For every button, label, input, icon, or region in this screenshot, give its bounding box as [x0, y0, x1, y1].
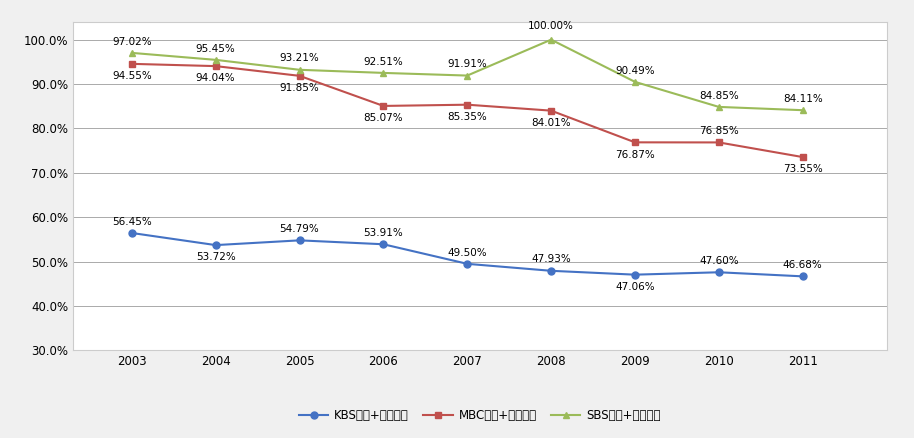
KBS광고+협찬수익	[294, 238, 305, 243]
SBS광고+협찬수익	[294, 67, 305, 72]
Text: 84.85%: 84.85%	[699, 91, 739, 101]
Text: 54.79%: 54.79%	[280, 224, 319, 234]
MBC광고+협찬수익	[630, 140, 641, 145]
Text: 100.00%: 100.00%	[528, 21, 574, 31]
SBS광고+협찬수익	[797, 108, 808, 113]
SBS광고+협찬수익	[126, 50, 137, 56]
Text: 92.51%: 92.51%	[364, 57, 403, 67]
MBC광고+협찬수익	[377, 103, 388, 109]
SBS광고+협찬수익	[210, 57, 221, 63]
Text: 47.06%: 47.06%	[615, 282, 654, 292]
KBS광고+협찬수익	[210, 243, 221, 248]
MBC광고+협찬수익	[713, 140, 724, 145]
Legend: KBS광고+협찬수익, MBC광고+협찬수익, SBS광고+협찬수익: KBS광고+협찬수익, MBC광고+협찬수익, SBS광고+협찬수익	[294, 404, 665, 427]
SBS광고+협찬수익	[377, 70, 388, 75]
Text: 85.35%: 85.35%	[447, 112, 487, 122]
Text: 47.93%: 47.93%	[531, 254, 571, 265]
Text: 46.68%: 46.68%	[783, 260, 823, 270]
KBS광고+협찬수익	[713, 270, 724, 275]
Text: 90.49%: 90.49%	[615, 66, 654, 75]
Text: 73.55%: 73.55%	[783, 164, 823, 174]
Text: 53.72%: 53.72%	[196, 252, 236, 262]
Line: MBC광고+협찬수익: MBC광고+협찬수익	[128, 60, 806, 161]
MBC광고+협찬수익	[210, 64, 221, 69]
KBS광고+협찬수익	[462, 261, 473, 266]
Text: 84.01%: 84.01%	[531, 118, 571, 128]
SBS광고+협찬수익	[630, 79, 641, 85]
Text: 95.45%: 95.45%	[196, 43, 236, 53]
Text: 94.04%: 94.04%	[196, 74, 236, 83]
KBS광고+협찬수익	[546, 268, 557, 273]
Text: 76.85%: 76.85%	[699, 126, 739, 136]
Text: 84.11%: 84.11%	[783, 94, 823, 104]
Text: 94.55%: 94.55%	[112, 71, 152, 81]
Text: 76.87%: 76.87%	[615, 150, 654, 159]
SBS광고+협찬수익	[462, 73, 473, 78]
KBS광고+협찬수익	[377, 242, 388, 247]
MBC광고+협찬수익	[797, 155, 808, 160]
KBS광고+협찬수익	[797, 274, 808, 279]
Text: 97.02%: 97.02%	[112, 36, 152, 46]
Text: 56.45%: 56.45%	[112, 217, 152, 226]
Text: 49.50%: 49.50%	[448, 247, 487, 258]
Text: 91.85%: 91.85%	[280, 83, 319, 93]
MBC광고+협찬수익	[294, 73, 305, 78]
Text: 47.60%: 47.60%	[699, 256, 739, 266]
Line: SBS광고+협찬수익: SBS광고+협찬수익	[128, 36, 806, 114]
Text: 85.07%: 85.07%	[364, 113, 403, 123]
KBS광고+협찬수익	[126, 230, 137, 236]
Text: 91.91%: 91.91%	[447, 59, 487, 69]
SBS광고+협찬수익	[546, 37, 557, 42]
Line: KBS광고+협찬수익: KBS광고+협찬수익	[128, 230, 806, 280]
Text: 93.21%: 93.21%	[280, 53, 319, 64]
KBS광고+협찬수익	[630, 272, 641, 277]
SBS광고+협찬수익	[713, 104, 724, 110]
MBC광고+협찬수익	[126, 61, 137, 67]
MBC광고+협찬수익	[462, 102, 473, 107]
MBC광고+협찬수익	[546, 108, 557, 113]
Text: 53.91%: 53.91%	[364, 228, 403, 238]
